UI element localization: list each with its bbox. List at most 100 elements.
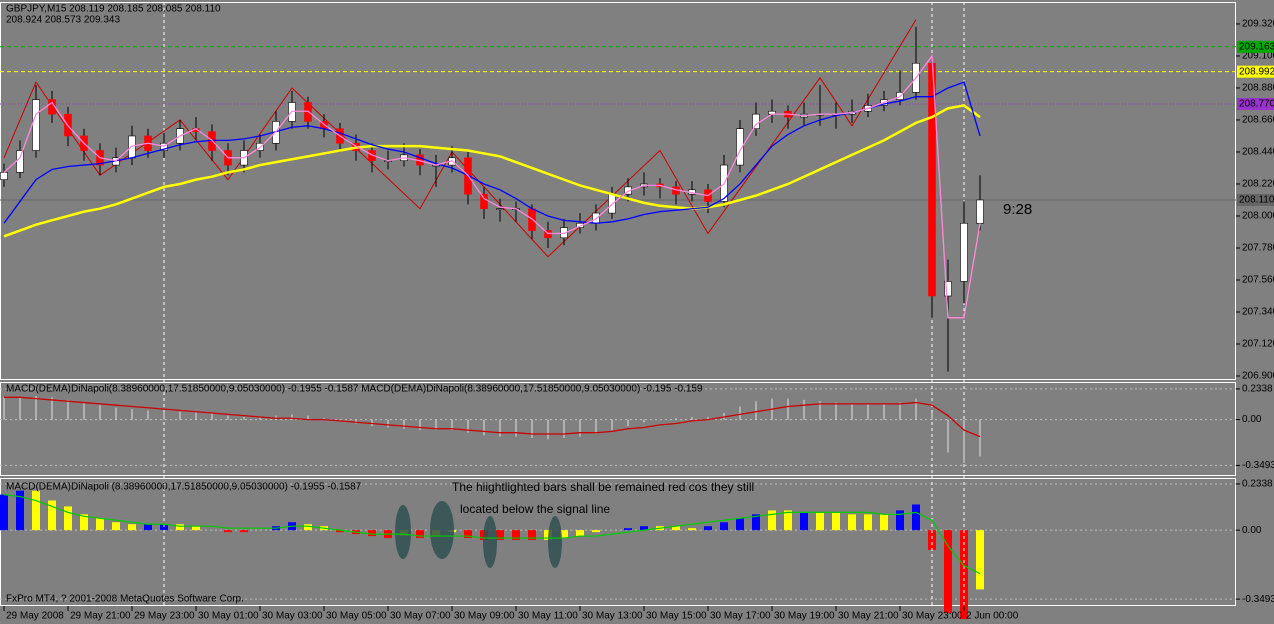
timer: 9:28 [1003,201,1032,218]
histogram-bar [48,500,56,531]
histogram-bar [544,530,552,541]
x-tick-label: 30 May 17:00 [710,611,771,622]
histogram-bar [224,530,232,533]
signal-line [4,396,981,438]
histogram-bar [160,524,168,531]
x-tick-label: 30 May 15:00 [646,611,707,622]
histogram-bar [800,512,808,531]
annotation: The hiightlighted bars shall be remained… [452,480,754,494]
histogram-bar [704,526,712,531]
candle-body [160,142,168,151]
candle-body [752,113,760,130]
price-label-box [1237,65,1274,78]
pane-border [0,382,1236,476]
histogram-bar [528,530,536,541]
y-tick-label: 208.660 [1242,115,1274,126]
price-label: 208.110 [1239,195,1274,206]
x-tick-label: 30 May 09:00 [454,611,515,622]
candle-body [976,199,984,224]
moving-average [3,104,981,238]
y-tick-label: 206.900 [1242,371,1274,382]
y-tick-label: -0.3493 [1242,460,1274,471]
symbol-header: 208.924 208.573 209.343 [6,15,120,26]
y-tick-label: 0.00 [1242,525,1262,536]
x-tick-label: 29 May 23:00 [134,611,195,622]
histogram-bar [768,510,776,531]
symbol-header: GBPJPY,M15 208.119 208.185 208.085 208.1… [6,4,221,15]
histogram-bar [592,530,600,533]
histogram-bar [304,524,312,531]
histogram-bar [368,530,376,537]
histogram-bar [736,518,744,531]
histogram-bar [32,490,40,531]
indicator-label: MACD(DEMA)DiNapoli (8.38960000,17.518500… [6,482,362,493]
histogram-bar [192,526,200,531]
histogram-bar [944,530,952,614]
x-tick-label: 30 May 01:00 [198,611,259,622]
x-tick-label: 30 May 11:00 [518,611,578,622]
x-tick-label: 30 May 21:00 [838,611,899,622]
histogram-bar [240,530,248,533]
copyright: FxPro MT4, ? 2001-2008 MetaQuotes Softwa… [6,594,244,605]
highlight [483,516,497,568]
moving-average [3,54,981,319]
highlight [430,501,454,559]
histogram-bar [16,490,24,531]
histogram-bar [816,512,824,531]
x-tick-label: 30 May 13:00 [582,611,643,622]
histogram-bar [752,514,760,531]
highlight [548,516,562,568]
histogram-bar [928,530,936,550]
y-tick-label: 208.000 [1242,211,1274,222]
histogram-bar [576,530,584,537]
histogram-bar [784,510,792,531]
y-tick-label: 207.340 [1242,307,1274,318]
y-tick-label: 207.780 [1242,243,1274,254]
x-tick-label: 30 May 23:00 [902,611,963,622]
histogram-bar [64,506,72,531]
histogram-bar [416,530,424,539]
histogram-bar [672,526,680,531]
x-tick-label: 29 May 2008 [6,611,64,622]
histogram-bar [80,514,88,531]
y-tick-label: 0.2338 [1242,479,1273,490]
histogram-bar [688,528,696,531]
histogram-bar [864,514,872,531]
highlight [395,505,411,559]
histogram-bar [912,504,920,531]
candle-body [544,230,552,239]
candle-body [496,208,504,211]
x-tick-label: 30 May 07:00 [390,611,451,622]
candle-body [960,222,968,282]
candle-body [576,222,584,228]
price-label: 209.163 [1239,41,1274,52]
histogram-bar [464,530,472,539]
candle-body [32,99,40,151]
histogram-bar [896,510,904,531]
pane-border [0,2,1236,380]
price-label-box [1237,193,1274,206]
y-tick-label: 208.880 [1242,83,1274,94]
y-tick-label: 207.120 [1242,339,1274,350]
y-tick-label: 208.440 [1242,147,1274,158]
x-tick-label: 30 May 05:00 [326,611,387,622]
candle-body [16,150,24,173]
histogram-bar [720,522,728,531]
x-tick-label: 30 May 03:00 [262,611,323,622]
histogram-bar [512,530,520,541]
x-tick-label: 2 Jun 00:00 [966,611,1019,622]
histogram-bar [144,524,152,531]
price-label: 208.992 [1239,66,1274,77]
histogram-bar [832,512,840,531]
price-label: 208.770 [1239,99,1274,110]
candle-body [560,227,568,239]
histogram-bar [880,514,888,531]
candle-body [480,193,488,210]
histogram-bar [96,518,104,531]
y-tick-label: 208.220 [1242,179,1274,190]
candle-body [736,128,744,166]
candle-body [0,172,8,180]
y-tick-label: -0.3493 [1242,594,1274,605]
